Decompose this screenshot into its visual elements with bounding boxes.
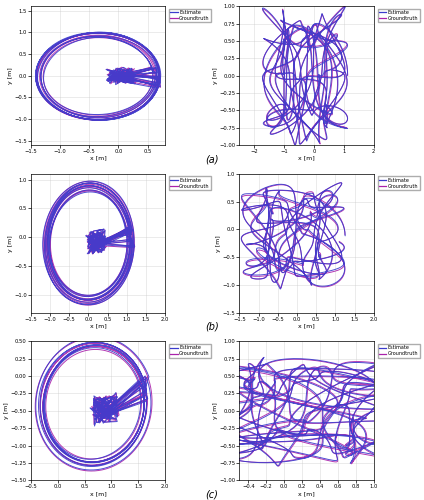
X-axis label: x [m]: x [m]	[298, 323, 315, 328]
Y-axis label: y [m]: y [m]	[216, 235, 221, 252]
Legend: Estimate, Groundtruth: Estimate, Groundtruth	[377, 176, 420, 190]
Legend: Estimate, Groundtruth: Estimate, Groundtruth	[169, 344, 211, 358]
Y-axis label: y [m]: y [m]	[8, 68, 13, 84]
Y-axis label: y [m]: y [m]	[213, 68, 218, 84]
X-axis label: x [m]: x [m]	[298, 156, 315, 160]
Legend: Estimate, Groundtruth: Estimate, Groundtruth	[169, 176, 211, 190]
Y-axis label: y [m]: y [m]	[4, 402, 9, 419]
Legend: Estimate, Groundtruth: Estimate, Groundtruth	[377, 344, 420, 358]
Legend: Estimate, Groundtruth: Estimate, Groundtruth	[169, 8, 211, 22]
X-axis label: x [m]: x [m]	[89, 323, 106, 328]
X-axis label: x [m]: x [m]	[89, 491, 106, 496]
X-axis label: x [m]: x [m]	[298, 491, 315, 496]
Text: (b): (b)	[205, 322, 219, 332]
Text: (a): (a)	[205, 154, 219, 164]
Y-axis label: y [m]: y [m]	[8, 235, 13, 252]
Legend: Estimate, Groundtruth: Estimate, Groundtruth	[377, 8, 420, 22]
Text: (c): (c)	[206, 490, 218, 500]
Y-axis label: y [m]: y [m]	[213, 402, 218, 419]
X-axis label: x [m]: x [m]	[89, 156, 106, 160]
